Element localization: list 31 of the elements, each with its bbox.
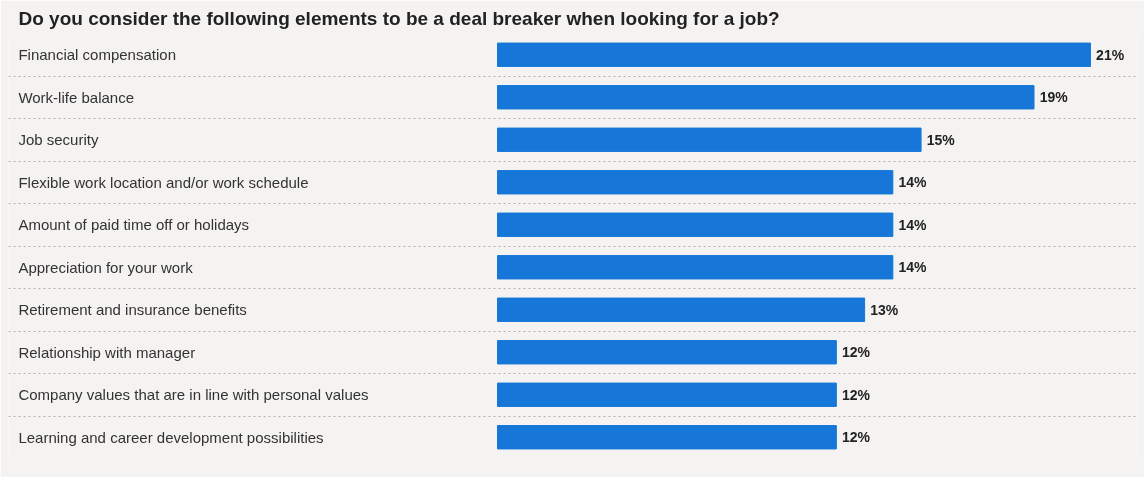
y-tick-label: Company values that are in line with personal values: [18, 386, 369, 404]
bar: [497, 85, 1035, 110]
bar: [497, 170, 894, 195]
data-label: 12%: [842, 429, 871, 446]
bar: [497, 255, 894, 280]
y-tick-label: Relationship with manager: [18, 343, 196, 361]
y-tick-label: Learning and career development possibilities: [18, 428, 324, 446]
data-label: 14%: [898, 216, 928, 233]
data-label: 12%: [842, 344, 871, 361]
y-tick-label: Flexible work location and/or work schedule: [18, 173, 309, 191]
bar: [497, 340, 837, 365]
data-label: 13%: [870, 301, 899, 318]
bar: [497, 425, 837, 450]
data-label: 19%: [1039, 89, 1069, 106]
bar: [497, 382, 837, 407]
data-label: 21%: [1096, 46, 1125, 63]
data-label: 14%: [898, 174, 928, 191]
y-tick-label: Financial compensation: [18, 46, 176, 64]
bar: [497, 127, 922, 152]
data-label: 12%: [842, 386, 871, 403]
y-tick-label: Job security: [18, 131, 99, 149]
y-tick-label: Amount of paid time off or holidays: [18, 216, 250, 234]
data-label: 14%: [898, 259, 928, 276]
chart-title: Do you consider the following elements to be a deal breaker when looking for a job?: [18, 7, 780, 29]
y-tick-label: Retirement and insurance benefits: [18, 301, 247, 319]
y-tick-label: Appreciation for your work: [18, 258, 194, 276]
bar: [497, 212, 894, 237]
data-label: 15%: [926, 131, 956, 148]
y-tick-label: Work-life balance: [18, 88, 134, 106]
bar: [497, 297, 866, 322]
bar: [497, 42, 1091, 67]
